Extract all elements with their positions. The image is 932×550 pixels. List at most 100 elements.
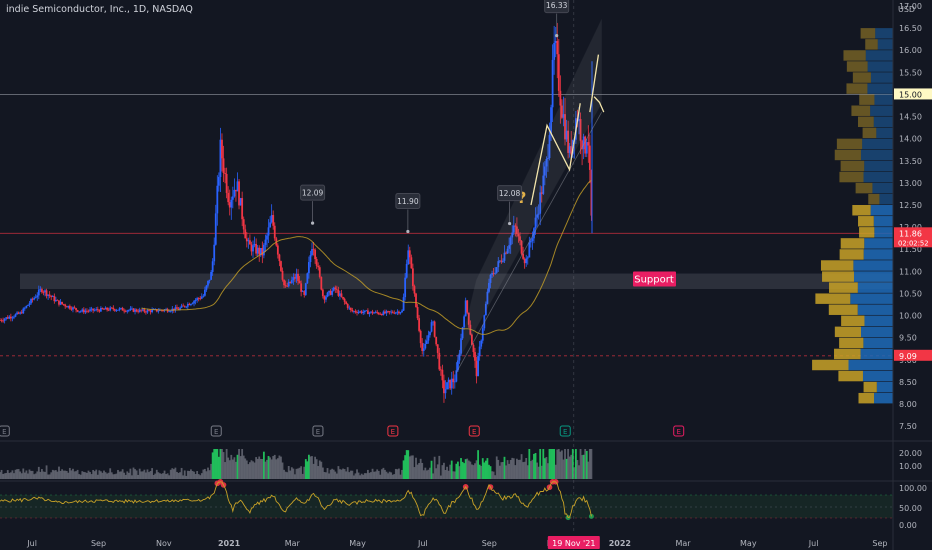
- volume-bar: [48, 474, 51, 479]
- x-tick-label: Sep: [482, 539, 497, 548]
- volume-bar: [401, 469, 403, 479]
- profile-bar-buy: [853, 260, 893, 271]
- volume-bar: [311, 456, 313, 479]
- candle-body: [0, 320, 3, 321]
- candle-body: [494, 272, 497, 274]
- candle-body: [245, 238, 248, 242]
- volume-bar: [438, 455, 441, 479]
- volume-bar: [42, 471, 45, 479]
- price-label-text: 12.09: [302, 189, 324, 198]
- candle-body: [534, 217, 537, 229]
- candle-body: [511, 232, 514, 238]
- price-badge: [894, 349, 932, 361]
- candle-body: [8, 316, 11, 319]
- volume-bar: [351, 470, 354, 479]
- volume-bar: [588, 449, 591, 479]
- candle-body: [396, 311, 399, 313]
- volume-bar: [117, 469, 119, 479]
- candle-body: [478, 346, 481, 357]
- candle-body: [112, 307, 115, 310]
- candle-body: [387, 311, 389, 312]
- volume-bar: [467, 460, 470, 479]
- profile-bar-sell: [839, 249, 864, 260]
- candle-body: [280, 261, 282, 271]
- volume-bar: [22, 468, 25, 479]
- volume-bar: [320, 461, 323, 479]
- volume-bar: [115, 473, 118, 479]
- volume-bar: [194, 474, 197, 479]
- candle-body: [382, 311, 385, 316]
- candle-body: [75, 308, 77, 310]
- volume-bar: [171, 468, 174, 479]
- candle-body: [191, 303, 194, 305]
- profile-bar-sell: [828, 304, 858, 315]
- volume-bar: [68, 467, 71, 479]
- candle-body: [480, 340, 483, 347]
- candle-body: [444, 389, 447, 394]
- candle-body: [72, 307, 74, 310]
- volume-bar: [526, 465, 529, 479]
- profile-bar-sell: [863, 381, 877, 393]
- candle-body: [498, 260, 501, 262]
- candle-body: [590, 169, 593, 216]
- candle-body: [259, 248, 262, 255]
- profile-bar-buy: [876, 381, 893, 393]
- rsi-axis-label: 50.00: [899, 504, 922, 513]
- candle-body: [390, 311, 393, 313]
- candle-body: [412, 268, 414, 287]
- candle-body: [359, 311, 362, 313]
- candle-body: [506, 248, 509, 254]
- volume-bar: [486, 458, 489, 479]
- volume-bar: [25, 470, 28, 479]
- earnings-marker-label: E: [676, 428, 680, 436]
- volume-bar: [321, 467, 324, 479]
- volume-bar: [525, 457, 528, 479]
- volume-bar: [346, 467, 349, 479]
- candle-body: [179, 307, 181, 310]
- candle-body: [267, 227, 270, 236]
- candle-body: [418, 318, 421, 331]
- volume-bar: [545, 457, 548, 479]
- volume-bar: [413, 467, 416, 479]
- candle-body: [441, 369, 444, 381]
- candle-body: [312, 249, 315, 250]
- candle-body: [67, 305, 70, 308]
- volume-bar: [353, 475, 355, 479]
- volume-bar: [278, 455, 281, 479]
- price-label-text: 11.90: [397, 197, 419, 206]
- volume-bar: [158, 473, 161, 479]
- candle-body: [509, 237, 512, 246]
- candle-body: [407, 250, 410, 264]
- volume-bar: [405, 450, 408, 479]
- currency-label: USD: [898, 5, 915, 14]
- x-tick-label: Jul: [417, 539, 428, 548]
- candle-body: [109, 307, 112, 311]
- candle-body: [186, 303, 189, 307]
- volume-bar: [78, 474, 81, 479]
- candle-body: [432, 321, 434, 323]
- volume-bar: [0, 472, 1, 479]
- profile-bar-buy: [863, 337, 893, 349]
- candle-body: [545, 159, 548, 167]
- candle-body: [207, 280, 209, 286]
- candle-body: [512, 225, 515, 233]
- volume-bar: [141, 471, 144, 479]
- candle-body: [374, 311, 377, 313]
- volume-bar: [196, 471, 199, 479]
- y-tick-label: 15.50: [899, 68, 922, 77]
- volume-bar: [64, 470, 67, 479]
- volume-bar: [315, 459, 318, 479]
- volume-bar: [13, 473, 15, 479]
- candle-body: [233, 189, 236, 197]
- volume-bar: [143, 469, 146, 479]
- price-label-dot: [507, 221, 512, 226]
- profile-bar-buy: [872, 182, 893, 194]
- candle-body: [447, 379, 450, 383]
- volume-bar: [33, 474, 36, 479]
- candle-body: [421, 343, 424, 351]
- candle-body: [127, 310, 130, 311]
- price-label-box: [544, 0, 570, 14]
- volume-bar: [439, 475, 442, 479]
- candle-body: [415, 293, 417, 308]
